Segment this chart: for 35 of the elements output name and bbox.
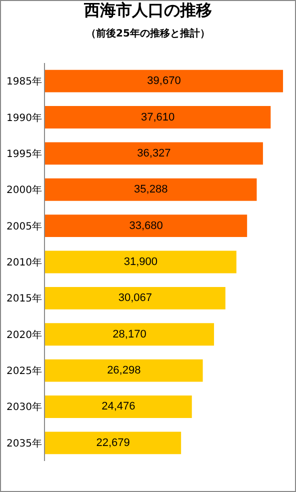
data-label: 37,610 — [141, 111, 175, 124]
bar — [45, 359, 203, 382]
bar — [45, 106, 271, 128]
y-tick-label: 1995年 — [6, 148, 42, 160]
y-tick-label: 2010年 — [6, 256, 42, 268]
bar — [45, 70, 284, 92]
y-tick-label: 2000年 — [6, 184, 42, 196]
data-label: 26,298 — [107, 364, 141, 377]
y-tick-label: 2030年 — [6, 401, 42, 414]
data-label: 33,680 — [129, 220, 163, 232]
y-tick-label: 2005年 — [6, 220, 42, 232]
y-tick-label: 2015年 — [6, 292, 42, 305]
data-label: 22,679 — [96, 436, 130, 449]
y-tick-label: 1990年 — [6, 112, 42, 124]
data-label: 31,900 — [124, 256, 158, 268]
data-label: 30,067 — [118, 292, 152, 304]
data-label: 36,327 — [137, 147, 171, 160]
y-tick-label: 2025年 — [6, 365, 42, 378]
y-tick-label: 1985年 — [6, 76, 42, 88]
chart-title: 西海市人口の推移 — [83, 0, 212, 20]
bar — [45, 432, 182, 454]
data-label: 39,670 — [147, 75, 181, 88]
bar — [45, 286, 226, 310]
y-tick-label: 2020年 — [6, 328, 42, 341]
bar — [45, 396, 192, 418]
bar — [45, 323, 214, 346]
y-tick-label: 2035年 — [6, 437, 42, 450]
bar — [45, 142, 263, 165]
bar — [45, 250, 236, 274]
data-label: 24,476 — [102, 400, 136, 413]
bar — [45, 214, 248, 238]
chart-subtitle: （前後25年の推移と推計） — [86, 28, 210, 40]
data-label: 35,288 — [134, 184, 168, 196]
data-label: 28,170 — [112, 328, 146, 340]
bar — [45, 178, 257, 201]
